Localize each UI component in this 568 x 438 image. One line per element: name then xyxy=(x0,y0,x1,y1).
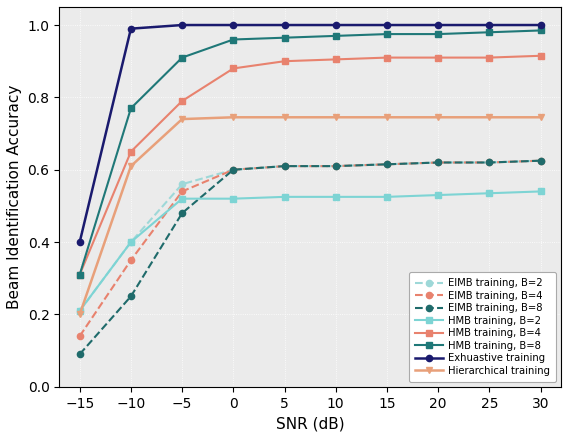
Line: Hierarchical training: Hierarchical training xyxy=(77,114,544,318)
Exhuastive training xyxy=(76,240,83,245)
Exhuastive training xyxy=(281,22,288,28)
HMB training, B=2 xyxy=(281,194,288,199)
EIMB training, B=2 xyxy=(281,163,288,169)
EIMB training, B=4 xyxy=(281,163,288,169)
EIMB training, B=2 xyxy=(76,308,83,314)
HMB training, B=4 xyxy=(179,99,186,104)
HMB training, B=4 xyxy=(486,55,493,60)
EIMB training, B=4 xyxy=(332,163,339,169)
Hierarchical training xyxy=(435,115,441,120)
EIMB training, B=8 xyxy=(281,163,288,169)
EIMB training, B=4 xyxy=(383,162,390,167)
Line: Exhuastive training: Exhuastive training xyxy=(77,22,544,245)
HMB training, B=2 xyxy=(332,194,339,199)
EIMB training, B=4 xyxy=(76,333,83,339)
HMB training, B=8 xyxy=(76,272,83,277)
Exhuastive training xyxy=(230,22,237,28)
Hierarchical training xyxy=(179,117,186,122)
Hierarchical training xyxy=(76,312,83,317)
HMB training, B=2 xyxy=(435,192,441,198)
Exhuastive training xyxy=(435,22,441,28)
Hierarchical training xyxy=(486,115,493,120)
EIMB training, B=8 xyxy=(486,160,493,165)
HMB training, B=4 xyxy=(281,59,288,64)
Exhuastive training xyxy=(486,22,493,28)
HMB training, B=8 xyxy=(127,106,134,111)
EIMB training, B=8 xyxy=(76,352,83,357)
EIMB training, B=4 xyxy=(230,167,237,173)
EIMB training, B=4 xyxy=(537,158,544,163)
HMB training, B=2 xyxy=(127,240,134,245)
Hierarchical training xyxy=(127,163,134,169)
HMB training, B=2 xyxy=(230,196,237,201)
Hierarchical training xyxy=(383,115,390,120)
Line: HMB training, B=4: HMB training, B=4 xyxy=(77,53,544,278)
EIMB training, B=8 xyxy=(127,294,134,299)
EIMB training, B=8 xyxy=(383,162,390,167)
HMB training, B=4 xyxy=(332,57,339,62)
HMB training, B=2 xyxy=(486,191,493,196)
HMB training, B=8 xyxy=(537,28,544,33)
HMB training, B=8 xyxy=(332,33,339,39)
HMB training, B=8 xyxy=(435,32,441,37)
EIMB training, B=4 xyxy=(179,189,186,194)
HMB training, B=2 xyxy=(383,194,390,199)
Exhuastive training xyxy=(332,22,339,28)
EIMB training, B=4 xyxy=(435,160,441,165)
HMB training, B=8 xyxy=(486,30,493,35)
EIMB training, B=4 xyxy=(486,160,493,165)
X-axis label: SNR (dB): SNR (dB) xyxy=(276,416,344,431)
HMB training, B=8 xyxy=(383,32,390,37)
EIMB training, B=8 xyxy=(435,160,441,165)
Line: HMB training, B=8: HMB training, B=8 xyxy=(77,27,544,278)
HMB training, B=4 xyxy=(537,53,544,58)
HMB training, B=4 xyxy=(230,66,237,71)
EIMB training, B=4 xyxy=(127,258,134,263)
HMB training, B=4 xyxy=(76,272,83,277)
EIMB training, B=2 xyxy=(537,158,544,163)
Line: EIMB training, B=8: EIMB training, B=8 xyxy=(77,158,544,357)
EIMB training, B=2 xyxy=(383,162,390,167)
HMB training, B=4 xyxy=(435,55,441,60)
EIMB training, B=2 xyxy=(179,182,186,187)
EIMB training, B=8 xyxy=(537,158,544,163)
HMB training, B=4 xyxy=(383,55,390,60)
Exhuastive training xyxy=(127,26,134,31)
Hierarchical training xyxy=(332,115,339,120)
EIMB training, B=8 xyxy=(179,211,186,216)
Exhuastive training xyxy=(537,22,544,28)
EIMB training, B=2 xyxy=(230,167,237,173)
HMB training, B=8 xyxy=(179,55,186,60)
EIMB training, B=8 xyxy=(332,163,339,169)
EIMB training, B=2 xyxy=(127,240,134,245)
HMB training, B=4 xyxy=(127,149,134,154)
Y-axis label: Beam Identification Accuracy: Beam Identification Accuracy xyxy=(7,85,22,309)
Hierarchical training xyxy=(230,115,237,120)
EIMB training, B=2 xyxy=(332,163,339,169)
HMB training, B=2 xyxy=(179,196,186,201)
Line: EIMB training, B=2: EIMB training, B=2 xyxy=(77,158,544,314)
EIMB training, B=2 xyxy=(435,160,441,165)
HMB training, B=2 xyxy=(537,189,544,194)
HMB training, B=2 xyxy=(76,308,83,314)
Line: HMB training, B=2: HMB training, B=2 xyxy=(77,188,544,314)
HMB training, B=8 xyxy=(281,35,288,40)
Legend: EIMB training, B=2, EIMB training, B=4, EIMB training, B=8, HMB training, B=2, H: EIMB training, B=2, EIMB training, B=4, … xyxy=(409,272,556,382)
EIMB training, B=2 xyxy=(486,160,493,165)
Hierarchical training xyxy=(281,115,288,120)
HMB training, B=8 xyxy=(230,37,237,42)
Exhuastive training xyxy=(383,22,390,28)
EIMB training, B=8 xyxy=(230,167,237,173)
Exhuastive training xyxy=(179,22,186,28)
Hierarchical training xyxy=(537,115,544,120)
Line: EIMB training, B=4: EIMB training, B=4 xyxy=(77,158,544,339)
